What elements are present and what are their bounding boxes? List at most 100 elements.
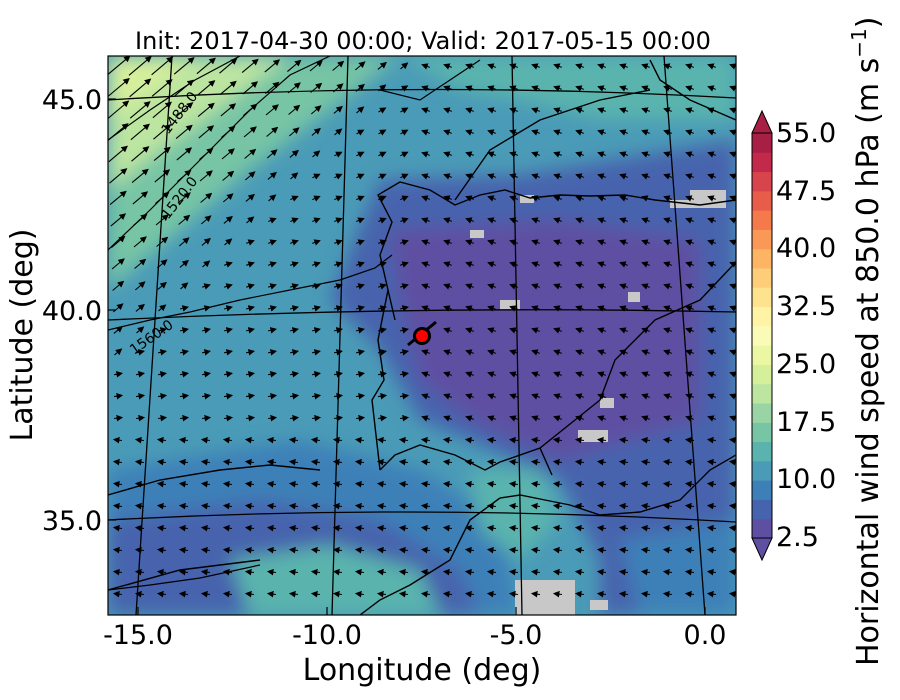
wind-vector-arrow	[553, 63, 562, 70]
wind-vector-arrow	[641, 349, 650, 356]
wind-vector-arrow	[707, 305, 716, 312]
wind-vector-arrow	[421, 63, 430, 70]
wind-vector-arrow	[134, 458, 145, 466]
wind-vector-arrow	[180, 282, 189, 290]
x-axis-title: Longitude (deg)	[303, 653, 542, 688]
wind-vector-arrow	[311, 392, 322, 400]
wind-vector-arrow	[553, 415, 562, 422]
wind-vector-arrow	[354, 590, 365, 598]
wind-vector-arrow	[356, 283, 365, 290]
wind-vector-arrow	[399, 349, 409, 356]
wind-vector-arrow	[663, 305, 672, 312]
wind-vector-arrow	[420, 524, 431, 532]
wind-vector-arrow	[487, 283, 496, 290]
wind-vector-arrow	[729, 261, 736, 268]
wind-vector-arrow	[531, 217, 540, 224]
wind-vector-arrow	[129, 78, 152, 98]
wind-vector-arrow	[707, 415, 716, 422]
wind-vector-arrow	[729, 371, 736, 378]
wind-vector-arrow	[486, 502, 497, 510]
wind-vector-arrow	[663, 261, 672, 268]
colorbar-title: Horizontal wind speed at 850.0 hPa (m s−…	[847, 17, 886, 666]
wind-vector-arrow	[200, 458, 211, 466]
wind-vector-arrow	[108, 56, 131, 76]
wind-vector-arrow	[464, 524, 475, 532]
wind-vector-arrow	[442, 546, 453, 554]
wind-vector-arrow	[465, 305, 474, 312]
wind-vector-arrow	[312, 217, 321, 224]
wind-vector-arrow	[244, 524, 255, 532]
wind-vector-arrow	[509, 217, 518, 224]
wind-vector-arrow	[222, 436, 233, 444]
wind-vector-arrow	[619, 415, 628, 422]
colorbar-segment	[752, 499, 772, 520]
wind-vector-arrow	[464, 480, 475, 488]
wind-vector-arrow	[641, 415, 650, 422]
wind-vector-arrow	[728, 436, 736, 444]
wind-vector-arrow	[112, 590, 123, 598]
wind-vector-arrow	[268, 261, 277, 268]
wind-vector-arrow	[442, 480, 453, 488]
wind-vector-arrow	[597, 151, 606, 158]
wind-vector-arrow	[398, 480, 409, 488]
wind-vector-arrow	[597, 107, 606, 114]
wind-vector-arrow	[243, 126, 257, 138]
wind-vector-arrow	[176, 147, 193, 161]
wind-vector-arrow	[312, 173, 321, 180]
wind-vector-arrow	[530, 546, 541, 554]
wind-vector-arrow	[619, 85, 628, 92]
wind-vector-arrow	[398, 436, 409, 444]
wind-vector-arrow	[134, 258, 147, 269]
colorbar-segment	[752, 383, 772, 404]
wind-vector-arrow	[400, 239, 409, 246]
x-tick-label: 0.0	[684, 620, 727, 651]
wind-vector-arrow	[685, 393, 694, 400]
wind-vector-arrow	[332, 546, 343, 554]
wind-vector-arrow	[356, 106, 365, 114]
wind-vector-arrow	[597, 217, 606, 224]
wind-vector-arrow	[179, 414, 190, 422]
wind-vector-arrow	[244, 458, 255, 466]
wind-vector-arrow	[136, 371, 145, 378]
wind-vector-arrow	[197, 80, 216, 96]
wind-vector-arrow	[421, 107, 430, 114]
wind-vector-arrow	[200, 568, 211, 576]
wind-vector-arrow	[553, 195, 562, 202]
wind-vector-arrow	[575, 371, 584, 378]
wind-vector-arrow	[421, 415, 430, 422]
colorbar-frame	[751, 132, 773, 539]
wind-vector-arrow	[685, 327, 694, 334]
wind-vector-arrow	[575, 261, 584, 268]
wind-vector-arrow	[288, 436, 299, 444]
wind-vector-arrow	[376, 524, 387, 532]
colorbar-segment	[752, 518, 772, 539]
wind-vector-arrow	[421, 173, 430, 180]
wind-vector-arrow	[178, 237, 190, 247]
wind-vector-arrow	[332, 524, 343, 532]
wind-vector-arrow	[267, 171, 277, 180]
wind-vector-arrow	[663, 393, 672, 400]
wind-vector-arrow	[310, 82, 323, 93]
wind-vector-arrow	[355, 414, 366, 422]
wind-vector-arrow	[486, 524, 497, 532]
wind-vector-arrow	[575, 85, 584, 92]
wind-vector-arrow	[128, 56, 152, 76]
wind-vector-arrow	[487, 195, 496, 202]
wind-vector-arrow	[553, 371, 562, 378]
wind-vector-arrow	[310, 458, 321, 466]
wind-vector-arrow	[332, 590, 343, 598]
wind-vector-arrow	[465, 173, 474, 180]
wind-vector-arrow	[575, 107, 584, 114]
wind-vector-arrow	[531, 239, 540, 246]
wind-vector-arrow	[266, 458, 277, 466]
wind-vector-arrow	[509, 305, 518, 312]
wind-vector-arrow	[332, 83, 344, 93]
wind-vector-arrow	[334, 128, 343, 136]
wind-vector-arrow	[421, 195, 430, 202]
wind-vector-arrow	[508, 568, 519, 576]
wind-vector-arrow	[154, 169, 171, 183]
wind-vector-arrow	[662, 436, 673, 444]
wind-vector-arrow	[575, 393, 584, 400]
wind-vector-arrow	[465, 393, 474, 400]
